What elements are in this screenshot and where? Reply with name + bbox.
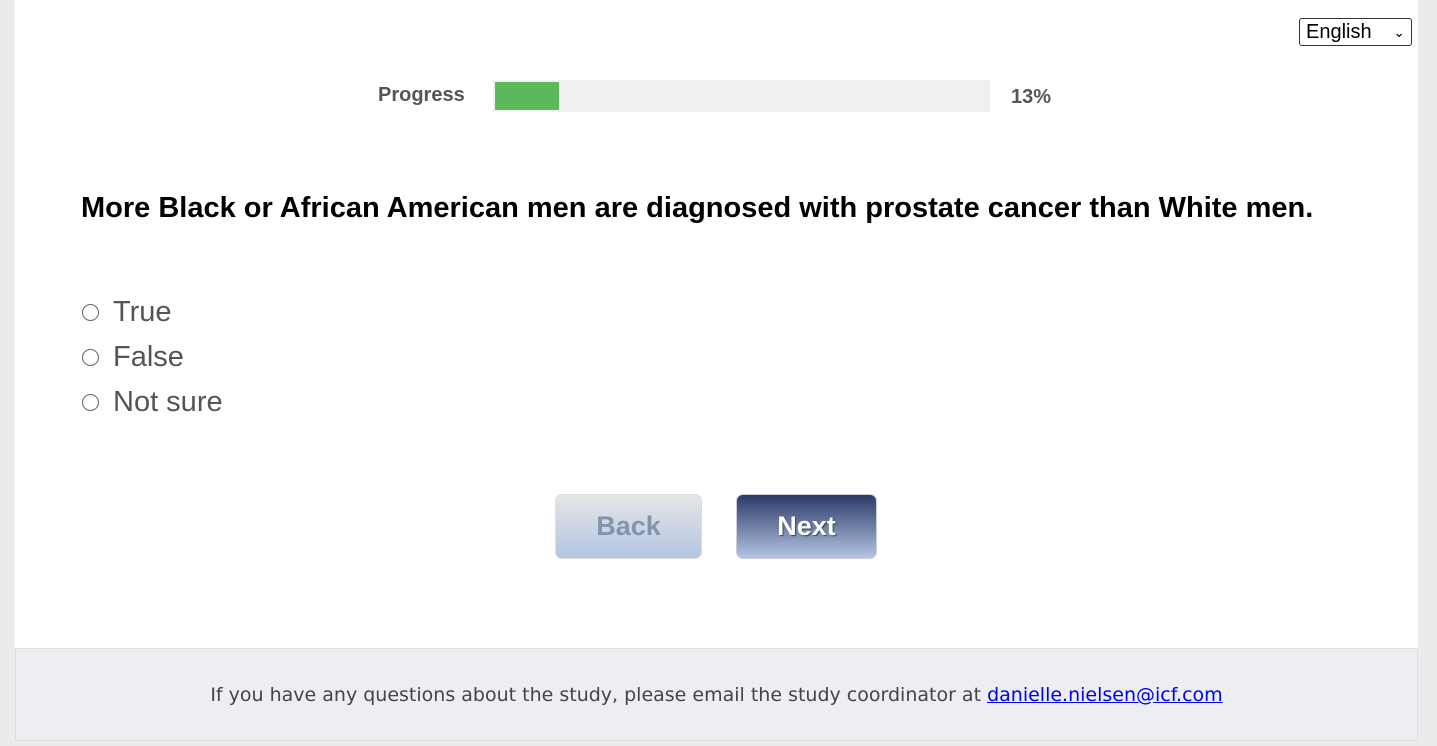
back-button[interactable]: Back [555,494,702,559]
option-label: True [113,296,172,328]
option-false[interactable]: False [82,335,223,380]
footer-text: If you have any questions about the stud… [210,684,988,706]
language-select[interactable]: English ⌄ [1299,18,1412,46]
progress-percent: 13% [1011,86,1052,108]
option-not-sure[interactable]: Not sure [82,380,223,425]
option-true[interactable]: True [82,290,223,335]
question-text: More Black or African American men are d… [81,192,1314,224]
language-selected: English [1306,20,1372,43]
option-label: Not sure [113,386,223,418]
radio-button[interactable] [82,394,99,411]
footer: If you have any questions about the stud… [15,648,1418,741]
progress-bar [493,80,990,112]
radio-button[interactable] [82,349,99,366]
progress-fill [495,82,560,110]
option-label: False [113,341,184,373]
progress-label: Progress [378,84,465,106]
answer-options: True False Not sure [82,290,223,425]
coordinator-email-link[interactable]: danielle.nielsen@icf.com [987,684,1223,706]
chevron-down-icon: ⌄ [1393,23,1405,40]
next-button[interactable]: Next [736,494,877,559]
radio-button[interactable] [82,304,99,321]
